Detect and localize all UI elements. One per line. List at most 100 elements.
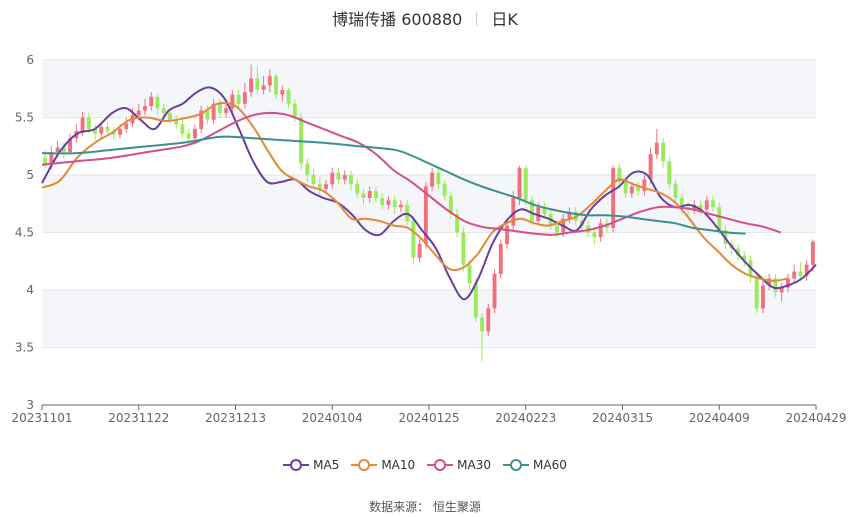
candle-body: [186, 133, 191, 139]
data-source: 数据来源： 恒生聚源: [369, 500, 481, 514]
candle-body: [736, 248, 740, 256]
x-axis: 20231101 20231122 20231213 20240104 20240125…: [11, 404, 847, 425]
candle-body: [261, 85, 266, 90]
candle-body: [361, 193, 366, 198]
candle-body: [398, 204, 403, 208]
candle-body: [511, 198, 516, 226]
candle-body: [267, 76, 272, 86]
candle-body: [754, 276, 759, 309]
candle-body: [205, 110, 210, 120]
legend-item-ma10[interactable]: MA10: [351, 458, 415, 472]
candle-body: [448, 195, 453, 215]
candle-body: [467, 264, 472, 284]
legend-item-ma30[interactable]: MA30: [427, 458, 491, 472]
candle-body: [810, 241, 815, 265]
candle-body: [455, 214, 460, 233]
candle-body: [211, 103, 216, 120]
candle-body: [636, 186, 641, 192]
candle-body: [86, 117, 91, 129]
legend-item-ma60[interactable]: MA60: [503, 458, 567, 472]
legend-label: MA60: [533, 458, 567, 472]
candle-body: [617, 168, 622, 182]
period-label: 日K: [491, 10, 518, 29]
candle-body: [523, 168, 528, 201]
candle-body: [61, 147, 66, 152]
candle-body: [118, 129, 122, 135]
candle-body: [317, 184, 322, 189]
candle-body: [792, 271, 797, 279]
candle-body: [230, 94, 235, 109]
candle-body: [542, 207, 547, 215]
y-tick-label: 3.5: [15, 341, 34, 355]
candle-body: [324, 184, 328, 189]
candle-body: [761, 285, 765, 309]
candle-body: [392, 200, 397, 208]
candle-body: [698, 204, 703, 210]
candle-body: [330, 172, 335, 185]
candle-body: [654, 142, 659, 155]
candle-body: [143, 106, 147, 111]
plot-band: [42, 175, 816, 233]
x-tick-label: 20240125: [398, 411, 459, 425]
candle-body: [161, 108, 166, 113]
candle-body: [536, 207, 541, 221]
candles: [43, 64, 815, 362]
candle-body: [486, 308, 491, 332]
plot-band: [42, 290, 816, 348]
ma-line-ma5: [41, 86, 817, 301]
legend-label: MA30: [457, 458, 492, 472]
candle-body: [592, 232, 597, 238]
candle-body: [174, 119, 179, 125]
candle-body: [767, 278, 772, 286]
candle-body: [704, 200, 709, 210]
candle-body: [349, 175, 353, 185]
y-tick-label: 4: [26, 283, 34, 297]
y-tick-label: 5: [26, 168, 34, 182]
legend-label: MA10: [381, 458, 416, 472]
candle-body: [374, 191, 378, 198]
legend-marker-icon: [503, 459, 530, 471]
plot-band: [42, 60, 816, 118]
candle-body: [292, 103, 297, 118]
candle-body: [411, 221, 416, 258]
x-tick-label: 20231101: [11, 411, 72, 425]
stock-title: 博瑞传播 600880: [332, 10, 463, 29]
candle-body: [255, 78, 260, 90]
candle-body: [629, 186, 634, 194]
candle-body: [530, 200, 534, 221]
legend-label: MA5: [313, 458, 340, 472]
candle-body: [124, 123, 129, 129]
candle-body: [623, 181, 628, 194]
candle-body: [224, 108, 229, 113]
candle-body: [461, 232, 466, 265]
ma-line-ma60: [41, 135, 746, 235]
y-tick-label: 6: [26, 53, 34, 67]
candle-body: [667, 161, 672, 185]
y-tick-label: 3: [26, 398, 34, 412]
candle-body: [436, 172, 441, 185]
candle-body: [648, 154, 653, 180]
candle-body: [217, 103, 222, 113]
candle-body: [611, 168, 616, 228]
candle-body: [286, 89, 291, 104]
candle-body: [93, 129, 97, 134]
candle-body: [111, 131, 116, 135]
candle-body: [311, 175, 316, 185]
legend-item-ma5[interactable]: MA5: [283, 458, 339, 472]
candle-body: [386, 200, 391, 205]
candle-body: [336, 172, 341, 180]
title-separator: [476, 12, 478, 26]
candle-body: [236, 94, 241, 104]
candle-body: [180, 124, 185, 134]
candle-body: [442, 184, 447, 196]
y-tick-label: 5.5: [15, 111, 34, 125]
candle-body: [149, 96, 154, 106]
moving-average-lines: [41, 86, 817, 301]
legend: MA5 MA10 MA30 MA60: [0, 458, 850, 472]
x-tick-label: 20231122: [108, 411, 169, 425]
candle-body: [480, 317, 484, 332]
candle-body: [80, 117, 85, 132]
x-tick-label: 20240429: [785, 411, 846, 425]
x-tick-label: 20231213: [205, 411, 266, 425]
candle-body: [785, 278, 790, 288]
